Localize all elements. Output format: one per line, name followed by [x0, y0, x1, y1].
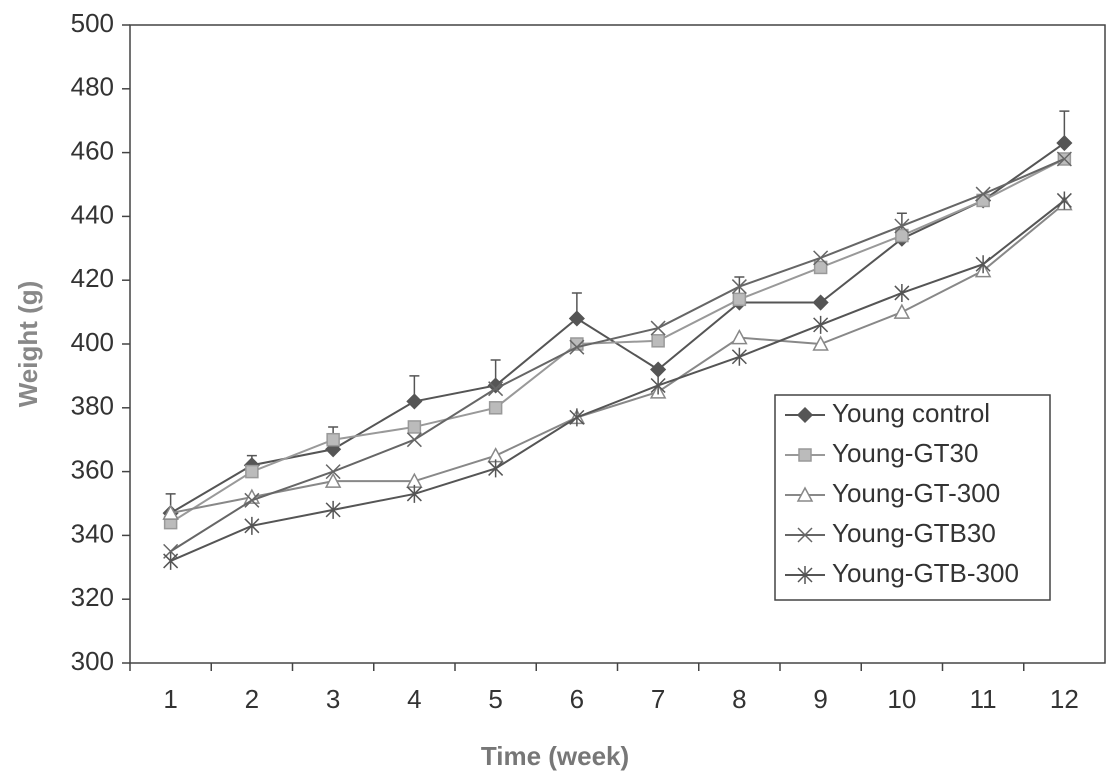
x-tick-label: 10 [887, 684, 916, 714]
marker [799, 449, 811, 461]
legend-label: Young-GT-300 [832, 478, 1000, 508]
x-tick-label: 4 [407, 684, 421, 714]
marker [246, 466, 258, 478]
x-tick-label: 9 [813, 684, 827, 714]
y-tick-label: 340 [71, 518, 114, 548]
marker [651, 376, 665, 394]
x-tick-label: 5 [488, 684, 502, 714]
marker [733, 293, 745, 305]
y-axis-label: Weight (g) [13, 281, 43, 408]
legend-label: Young-GT30 [832, 438, 978, 468]
x-tick-label: 1 [163, 684, 177, 714]
y-tick-label: 300 [71, 646, 114, 676]
legend-label: Young control [832, 398, 990, 428]
marker [896, 230, 908, 242]
y-tick-label: 360 [71, 454, 114, 484]
marker [407, 433, 421, 447]
y-tick-label: 400 [71, 327, 114, 357]
marker [815, 261, 827, 273]
legend-label: Young-GTB-300 [832, 558, 1019, 588]
x-tick-label: 11 [970, 684, 997, 714]
y-tick-label: 460 [71, 135, 114, 165]
marker [490, 402, 502, 414]
y-tick-label: 380 [71, 391, 114, 421]
x-tick-label: 8 [732, 684, 746, 714]
marker [732, 348, 746, 366]
marker [408, 421, 420, 433]
y-tick-label: 480 [71, 72, 114, 102]
x-tick-label: 2 [245, 684, 259, 714]
y-tick-label: 320 [71, 582, 114, 612]
x-tick-label: 6 [570, 684, 584, 714]
marker [164, 552, 178, 570]
y-tick-label: 440 [71, 199, 114, 229]
marker [895, 305, 909, 318]
marker [1057, 136, 1071, 150]
y-tick-label: 500 [71, 8, 114, 38]
marker [895, 284, 909, 302]
x-tick-label: 12 [1050, 684, 1079, 714]
marker [327, 434, 339, 446]
x-tick-label: 7 [651, 684, 665, 714]
chart: Time (week) Weight (g) 300 320 340 360 380 40… [0, 0, 1113, 776]
marker [814, 316, 828, 334]
marker [407, 394, 421, 408]
marker [651, 321, 665, 335]
marker [652, 335, 664, 347]
x-tick-label: 3 [326, 684, 340, 714]
y-tick-label: 420 [71, 263, 114, 293]
marker [976, 255, 990, 273]
legend-label: Young-GTB30 [832, 518, 996, 548]
x-axis-label: Time (week) [481, 741, 629, 771]
